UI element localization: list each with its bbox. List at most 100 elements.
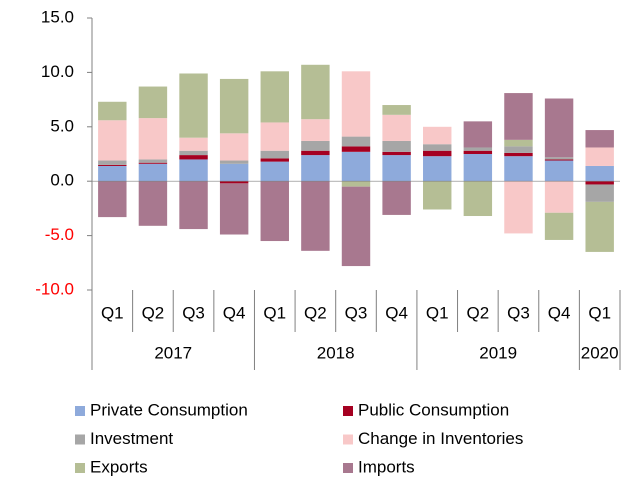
bar-segment [382, 151, 411, 156]
bar-segment [179, 181, 208, 230]
bar-segment [585, 181, 614, 185]
bar-segment [382, 155, 411, 182]
legend-swatch [75, 406, 85, 416]
bar-segment [341, 181, 371, 187]
bar-segment [98, 165, 127, 182]
bar-segment [219, 160, 249, 164]
bar-segment [98, 181, 127, 218]
bar-segment [341, 71, 371, 137]
x-tick-label: Q1 [101, 303, 124, 322]
y-tick-label: 15.0 [41, 7, 74, 26]
bar-segment [138, 163, 168, 182]
bar-segment [260, 150, 289, 159]
bar-segment [179, 150, 208, 156]
bar-segment [341, 146, 371, 152]
bar-segment [260, 181, 289, 242]
bar-segment [138, 118, 168, 160]
bar-segment [179, 155, 208, 160]
legend-swatch [343, 463, 353, 473]
legend-label: Exports [90, 457, 148, 476]
bar-segment [504, 156, 533, 182]
bar-segment [423, 150, 452, 157]
bar-segment [585, 184, 614, 202]
bar-segment [585, 201, 614, 252]
bar-segment [138, 86, 168, 119]
bar-segment [504, 93, 533, 140]
year-label: 2020 [581, 343, 619, 362]
bar-segment [544, 181, 574, 213]
bar-segment [260, 71, 289, 123]
bar-segment [301, 64, 330, 120]
bar-segment [504, 152, 533, 157]
y-tick-label: 10.0 [41, 62, 74, 81]
x-tick-label: Q1 [263, 303, 286, 322]
bar-segment [504, 181, 533, 234]
bar-segment [463, 150, 493, 154]
x-tick-label: Q1 [588, 303, 611, 322]
x-tick-label: Q2 [142, 303, 165, 322]
year-label: 2017 [154, 343, 192, 362]
bar-segment [382, 105, 411, 115]
legend-label: Private Consumption [90, 400, 248, 419]
bar-segment [382, 140, 411, 152]
bar-segment [179, 137, 208, 151]
bar-segment [504, 146, 533, 153]
bar-segment [301, 181, 330, 251]
legend-label: Imports [358, 457, 415, 476]
bar-segment [423, 144, 452, 151]
year-label: 2018 [317, 343, 355, 362]
bar-segment [219, 133, 249, 161]
bar-segment [463, 147, 493, 151]
x-tick-label: Q3 [345, 303, 368, 322]
bar-segment [260, 158, 289, 162]
bar-segment [98, 101, 127, 121]
bar-segment [585, 147, 614, 166]
legend-swatch [343, 406, 353, 416]
bar-segment [301, 150, 330, 156]
legend-swatch [75, 434, 85, 445]
bar-segment [423, 126, 452, 145]
bar-segment [260, 161, 289, 182]
year-label: 2019 [479, 343, 517, 362]
bar-segment [423, 181, 452, 210]
bar-segment [585, 165, 614, 182]
bar-segment [544, 98, 574, 158]
x-tick-label: Q3 [182, 303, 205, 322]
bar-segment [463, 154, 493, 182]
bar-segment [138, 181, 168, 226]
bar-segment [98, 164, 127, 166]
legend-swatch [75, 463, 85, 473]
y-tick-label: -5.0 [45, 225, 74, 244]
bar-segment [98, 120, 127, 161]
bar-segment [463, 181, 493, 217]
legend-swatch [343, 434, 353, 445]
bar-segment [179, 159, 208, 182]
x-tick-label: Q4 [385, 303, 408, 322]
x-tick-label: Q4 [223, 303, 246, 322]
bar-segment [301, 119, 330, 141]
bar-segment [585, 130, 614, 148]
x-tick-label: Q2 [467, 303, 490, 322]
bar-segment [544, 212, 574, 240]
y-tick-label: -10.0 [35, 279, 74, 298]
bar-segment [544, 160, 574, 182]
y-tick-label: 5.0 [50, 116, 74, 135]
bar-segment [382, 114, 411, 141]
bar-segment [138, 162, 168, 164]
bar-segment [341, 151, 371, 182]
bar-segment [219, 78, 249, 134]
x-tick-label: Q2 [304, 303, 327, 322]
bar-segment [423, 156, 452, 182]
bar-segment [544, 157, 574, 160]
bar-segment [138, 159, 168, 163]
bar-segment [544, 159, 574, 161]
x-tick-label: Q4 [548, 303, 571, 322]
bar-segment [301, 140, 330, 151]
legend-label: Investment [90, 429, 173, 448]
bar-segment [219, 183, 249, 235]
bar-segment [341, 186, 371, 267]
y-tick-label: 0.0 [50, 171, 74, 190]
bar-segment [98, 160, 127, 165]
bar-segment [504, 139, 533, 147]
x-tick-label: Q3 [507, 303, 530, 322]
